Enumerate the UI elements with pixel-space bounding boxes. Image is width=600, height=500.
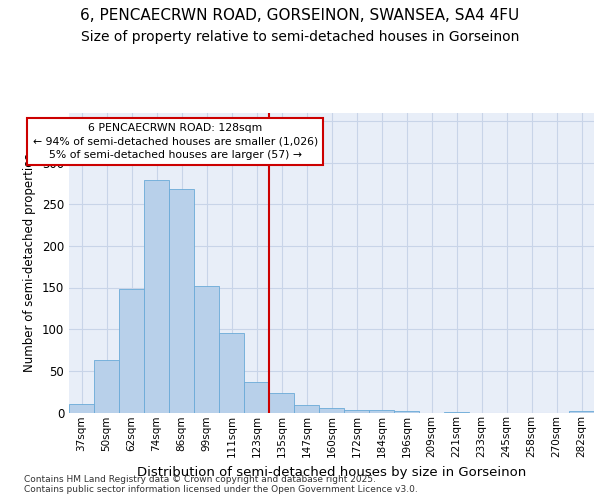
X-axis label: Distribution of semi-detached houses by size in Gorseinon: Distribution of semi-detached houses by … xyxy=(137,466,526,478)
Y-axis label: Number of semi-detached properties: Number of semi-detached properties xyxy=(23,153,37,372)
Bar xyxy=(319,408,344,412)
Text: Contains HM Land Registry data © Crown copyright and database right 2025.
Contai: Contains HM Land Registry data © Crown c… xyxy=(24,474,418,494)
Text: Size of property relative to semi-detached houses in Gorseinon: Size of property relative to semi-detach… xyxy=(81,30,519,44)
Bar xyxy=(69,404,94,412)
Bar xyxy=(569,411,594,412)
Text: 6 PENCAECRWN ROAD: 128sqm
← 94% of semi-detached houses are smaller (1,026)
5% o: 6 PENCAECRWN ROAD: 128sqm ← 94% of semi-… xyxy=(32,124,318,160)
Bar xyxy=(194,286,219,412)
Bar xyxy=(219,332,244,412)
Bar xyxy=(94,360,119,412)
Bar xyxy=(394,411,419,412)
Bar xyxy=(294,405,319,412)
Bar xyxy=(369,410,394,412)
Bar xyxy=(244,382,269,412)
Bar xyxy=(269,394,294,412)
Bar xyxy=(169,189,194,412)
Bar xyxy=(119,289,144,412)
Bar xyxy=(344,410,369,412)
Text: 6, PENCAECRWN ROAD, GORSEINON, SWANSEA, SA4 4FU: 6, PENCAECRWN ROAD, GORSEINON, SWANSEA, … xyxy=(80,8,520,22)
Bar xyxy=(144,180,169,412)
